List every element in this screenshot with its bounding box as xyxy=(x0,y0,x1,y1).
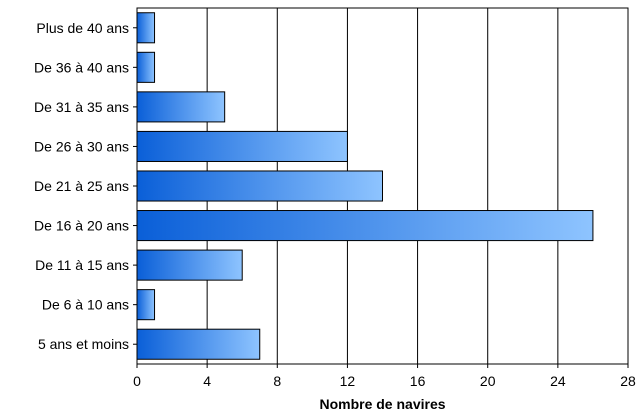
bar xyxy=(136,51,156,83)
category-label: De 16 à 20 ans xyxy=(34,218,129,234)
x-tick-label: 12 xyxy=(340,373,356,389)
bar xyxy=(136,91,226,123)
x-tick-label: 16 xyxy=(410,373,426,389)
category-label: Plus de 40 ans xyxy=(36,20,129,36)
bar xyxy=(136,328,261,360)
category-label: De 26 à 30 ans xyxy=(34,138,129,154)
category-label: De 31 à 35 ans xyxy=(34,99,129,115)
category-label: De 36 à 40 ans xyxy=(34,59,129,75)
bar xyxy=(136,12,156,44)
category-label: De 11 à 15 ans xyxy=(35,257,129,273)
x-tick-label: 24 xyxy=(550,373,566,389)
bar xyxy=(136,170,383,202)
x-tick-label: 4 xyxy=(203,373,211,389)
bar xyxy=(136,289,156,321)
category-label: De 6 à 10 ans xyxy=(42,297,129,313)
x-tick-label: 28 xyxy=(620,373,636,389)
x-tick-label: 8 xyxy=(273,373,281,389)
category-label: De 21 à 25 ans xyxy=(34,178,129,194)
x-tick-label: 20 xyxy=(480,373,496,389)
bar xyxy=(136,249,243,281)
bar xyxy=(136,130,348,162)
x-tick-label: 0 xyxy=(133,373,141,389)
x-axis-title: Nombre de navires xyxy=(319,396,445,412)
bar xyxy=(136,210,594,242)
plot-frame xyxy=(136,7,629,365)
category-label: 5 ans et moins xyxy=(38,336,129,352)
